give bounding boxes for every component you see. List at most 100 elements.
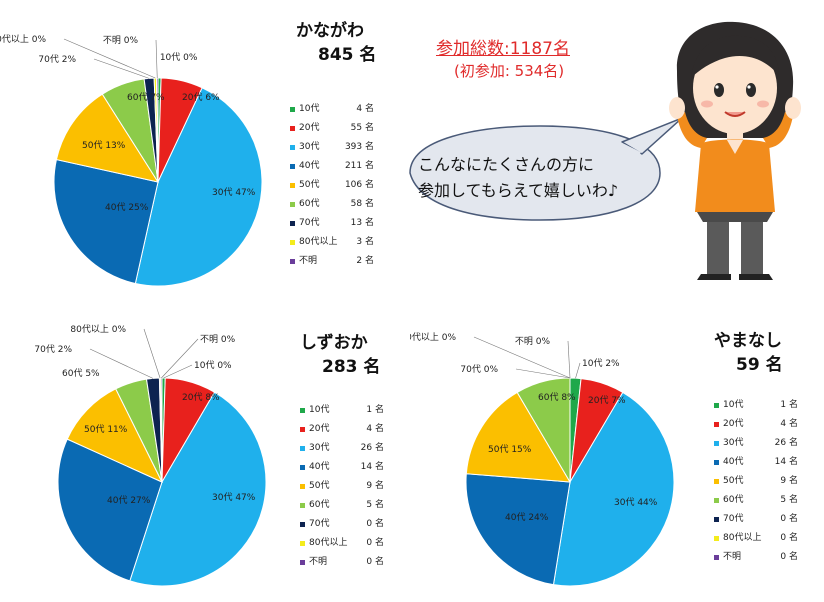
shizuoka-legend-value-unknown: 0 名 — [366, 557, 384, 567]
kanagawa-legend-value-10s: 4 名 — [356, 104, 374, 114]
kanagawa-legend-label-70s: 70代 — [299, 218, 320, 228]
yamanashi-slice-label-10s: 10代 2% — [582, 358, 620, 369]
shizuoka-legend-row-70s: 70代 0 名 — [300, 515, 384, 534]
shizuoka-legend-value-20s: 4 名 — [366, 424, 384, 434]
kanagawa-legend-row-20s: 20代 55 名 — [290, 119, 374, 138]
yamanashi-legend-value-20s: 4 名 — [780, 419, 798, 429]
yamanashi-leader-80plus — [473, 336, 571, 379]
yamanashi-legend-value-30s: 26 名 — [774, 438, 798, 448]
kanagawa-leader-70s — [93, 58, 150, 79]
shizuoka-legend-label-unknown: 不明 — [309, 557, 328, 567]
yamanashi-legend-label-unknown: 不明 — [723, 552, 742, 562]
shizuoka-slice-label-40s: 40代 27% — [107, 495, 151, 506]
shizuoka-legend-row-60s: 60代 5 名 — [300, 496, 384, 515]
kanagawa-legend-label-60s: 60代 — [299, 199, 320, 209]
shizuoka-total: 283 名 — [322, 357, 381, 377]
shizuoka-legend-swatch-20s — [300, 427, 305, 432]
shizuoka-legend-row-unknown: 不明 0 名 — [300, 553, 384, 572]
shizuoka-slice-label-30s: 30代 47% — [212, 492, 256, 503]
kanagawa-slice-label-unknown: 不明 0% — [103, 35, 139, 46]
yamanashi-legend: 10代 1 名 20代 4 名 30代 26 名 40代 14 名 50代 9 名 60代 5 名 70… — [714, 396, 798, 567]
yamanashi-slice-50s — [465, 391, 571, 483]
kanagawa-slice-label-80plus: 80代以上 0% — [0, 34, 46, 45]
kanagawa-legend-swatch-80plus — [290, 240, 295, 245]
kanagawa-legend-label-30s: 30代 — [299, 142, 320, 152]
yamanashi-legend-label-80plus: 80代以上 — [723, 533, 762, 543]
shizuoka-legend-swatch-50s — [300, 484, 305, 489]
shizuoka-slice-40s — [57, 438, 163, 582]
yamanashi-legend-row-60s: 60代 5 名 — [714, 491, 798, 510]
shizuoka-legend-row-40s: 40代 14 名 — [300, 458, 384, 477]
yamanashi-legend-value-60s: 5 名 — [780, 495, 798, 505]
kanagawa-slice-40s — [53, 158, 159, 285]
shizuoka-legend-value-60s: 5 名 — [366, 500, 384, 510]
yamanashi-legend-swatch-20s — [714, 422, 719, 427]
shizuoka-legend-value-70s: 0 名 — [366, 519, 384, 529]
shizuoka-legend-swatch-30s — [300, 446, 305, 451]
yamanashi-legend-label-50s: 50代 — [723, 476, 744, 486]
yamanashi-legend-value-50s: 9 名 — [780, 476, 798, 486]
shizuoka-legend-swatch-40s — [300, 465, 305, 470]
yamanashi-slice-label-50s: 50代 15% — [488, 444, 532, 455]
yamanashi-slice-label-20s: 20代 7% — [588, 395, 626, 406]
yamanashi-slice-label-unknown: 不明 0% — [515, 336, 551, 347]
shizuoka-legend-label-70s: 70代 — [309, 519, 330, 529]
kanagawa-slice-label-30s: 30代 47% — [212, 187, 256, 198]
kanagawa-legend-label-20s: 20代 — [299, 123, 320, 133]
kanagawa-legend-label-80plus: 80代以上 — [299, 237, 338, 247]
shizuoka-legend-swatch-unknown — [300, 560, 305, 565]
kanagawa-legend-value-50s: 106 名 — [344, 180, 374, 190]
kanagawa-legend-row-unknown: 不明 2 名 — [290, 252, 374, 271]
shizuoka-legend-label-50s: 50代 — [309, 481, 330, 491]
shizuoka-legend-row-30s: 30代 26 名 — [300, 439, 384, 458]
yamanashi-legend-row-50s: 50代 9 名 — [714, 472, 798, 491]
shizuoka-legend-row-50s: 50代 9 名 — [300, 477, 384, 496]
shizuoka-legend-label-30s: 30代 — [309, 443, 330, 453]
yamanashi-legend-row-unknown: 不明 0 名 — [714, 548, 798, 567]
shizuoka-leader-unknown — [161, 338, 199, 379]
shizuoka-legend-label-10s: 10代 — [309, 405, 330, 415]
kanagawa-legend-value-70s: 13 名 — [350, 218, 374, 228]
kanagawa-legend-swatch-50s — [290, 183, 295, 188]
kanagawa-legend-label-unknown: 不明 — [299, 256, 318, 266]
total-participants-label: 参加総数:1187名 — [436, 39, 570, 59]
kanagawa-legend-value-20s: 55 名 — [350, 123, 374, 133]
kanagawa-legend-value-unknown: 2 名 — [356, 256, 374, 266]
yamanashi-legend-value-70s: 0 名 — [780, 514, 798, 524]
kanagawa-legend-row-40s: 40代 211 名 — [290, 157, 374, 176]
yamanashi-slice-30s — [552, 391, 675, 587]
yamanashi-legend-row-30s: 30代 26 名 — [714, 434, 798, 453]
yamanashi-legend-swatch-80plus — [714, 536, 719, 541]
yamanashi-legend-value-40s: 14 名 — [774, 457, 798, 467]
shizuoka-pie-chart: 10代 0% 20代 8% 30代 47% 40代 27% 50代 11% 60代 5% 7… — [34, 324, 267, 587]
kanagawa-legend-row-30s: 30代 393 名 — [290, 138, 374, 157]
shizuoka-legend-swatch-80plus — [300, 541, 305, 546]
shizuoka-slice-label-10s: 10代 0% — [194, 360, 232, 371]
shizuoka-legend-label-20s: 20代 — [309, 424, 330, 434]
kanagawa-legend-row-50s: 50代 106 名 — [290, 176, 374, 195]
yamanashi-leader-10s — [575, 362, 581, 379]
yamanashi-legend-swatch-50s — [714, 479, 719, 484]
kanagawa-slice-label-20s: 20代 6% — [182, 92, 220, 103]
yamanashi-legend-value-80plus: 0 名 — [780, 533, 798, 543]
yamanashi-legend-row-40s: 40代 14 名 — [714, 453, 798, 472]
shizuoka-leader-10s — [163, 364, 193, 379]
kanagawa-slice-50s — [55, 93, 160, 183]
shizuoka-legend-value-50s: 9 名 — [366, 481, 384, 491]
shizuoka-slice-label-unknown: 不明 0% — [200, 334, 236, 345]
yamanashi-slice-40s — [465, 473, 571, 586]
shizuoka-chart-panel: 10代 0% 20代 8% 30代 47% 40代 27% 50代 11% 60代 5% 7… — [0, 300, 400, 602]
kanagawa-legend-swatch-unknown — [290, 259, 295, 264]
yamanashi-slice-label-80plus: 80代以上 0% — [410, 332, 456, 343]
yamanashi-slice-label-40s: 40代 24% — [505, 512, 549, 523]
kanagawa-legend-swatch-20s — [290, 126, 295, 131]
kanagawa-legend-row-60s: 60代 58 名 — [290, 195, 374, 214]
kanagawa-legend-value-60s: 58 名 — [350, 199, 374, 209]
shizuoka-leader-80plus — [143, 328, 161, 379]
shizuoka-slice-label-80plus: 80代以上 0% — [70, 324, 126, 335]
kanagawa-slice-label-60s: 60代 7% — [127, 92, 165, 103]
yamanashi-legend-row-10s: 10代 1 名 — [714, 396, 798, 415]
yamanashi-legend-value-unknown: 0 名 — [780, 552, 798, 562]
shizuoka-legend-swatch-60s — [300, 503, 305, 508]
shizuoka-title: しずおか — [300, 333, 368, 353]
